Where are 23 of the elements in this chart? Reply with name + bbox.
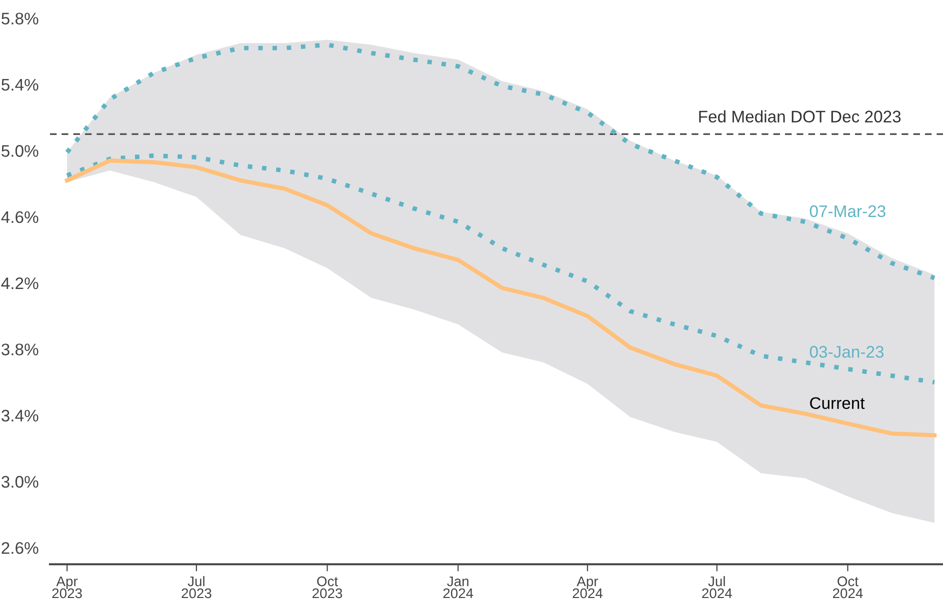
y-tick-label: 3.8%	[2, 344, 38, 356]
line-series	[64, 153, 937, 384]
x-tick-label: Oct 2023	[312, 576, 342, 598]
y-tick-label: 2.6%	[2, 542, 38, 554]
ref-line-label: Fed Median DOT Dec 2023	[699, 110, 901, 122]
series-label: 07-Mar-23	[810, 205, 886, 218]
line-series	[64, 42, 937, 280]
y-tick-label: 5.4%	[2, 78, 38, 91]
x-tick-label: Jul 2024	[702, 576, 732, 598]
x-tick-label: Oct 2024	[832, 576, 863, 598]
x-tick-label: Apr 2023	[52, 576, 82, 598]
y-tick-label: 4.2%	[1, 277, 38, 290]
series-label: 03-Jan-23	[810, 346, 884, 358]
y-tick-label: 5.0%	[2, 145, 38, 157]
y-tick-label: 3.4%	[2, 410, 38, 422]
x-tick-label: Apr 2024	[572, 576, 603, 598]
line-series	[64, 158, 937, 438]
y-tick-label: 5.8%	[2, 12, 38, 25]
y-tick-label: 4.6%	[1, 211, 38, 224]
y-tick-label: 3.0%	[2, 476, 38, 488]
series-label: Current	[810, 397, 865, 410]
x-tick-label: Jul 2023	[182, 576, 212, 598]
x-tick-label: Jan 2024	[443, 576, 474, 598]
